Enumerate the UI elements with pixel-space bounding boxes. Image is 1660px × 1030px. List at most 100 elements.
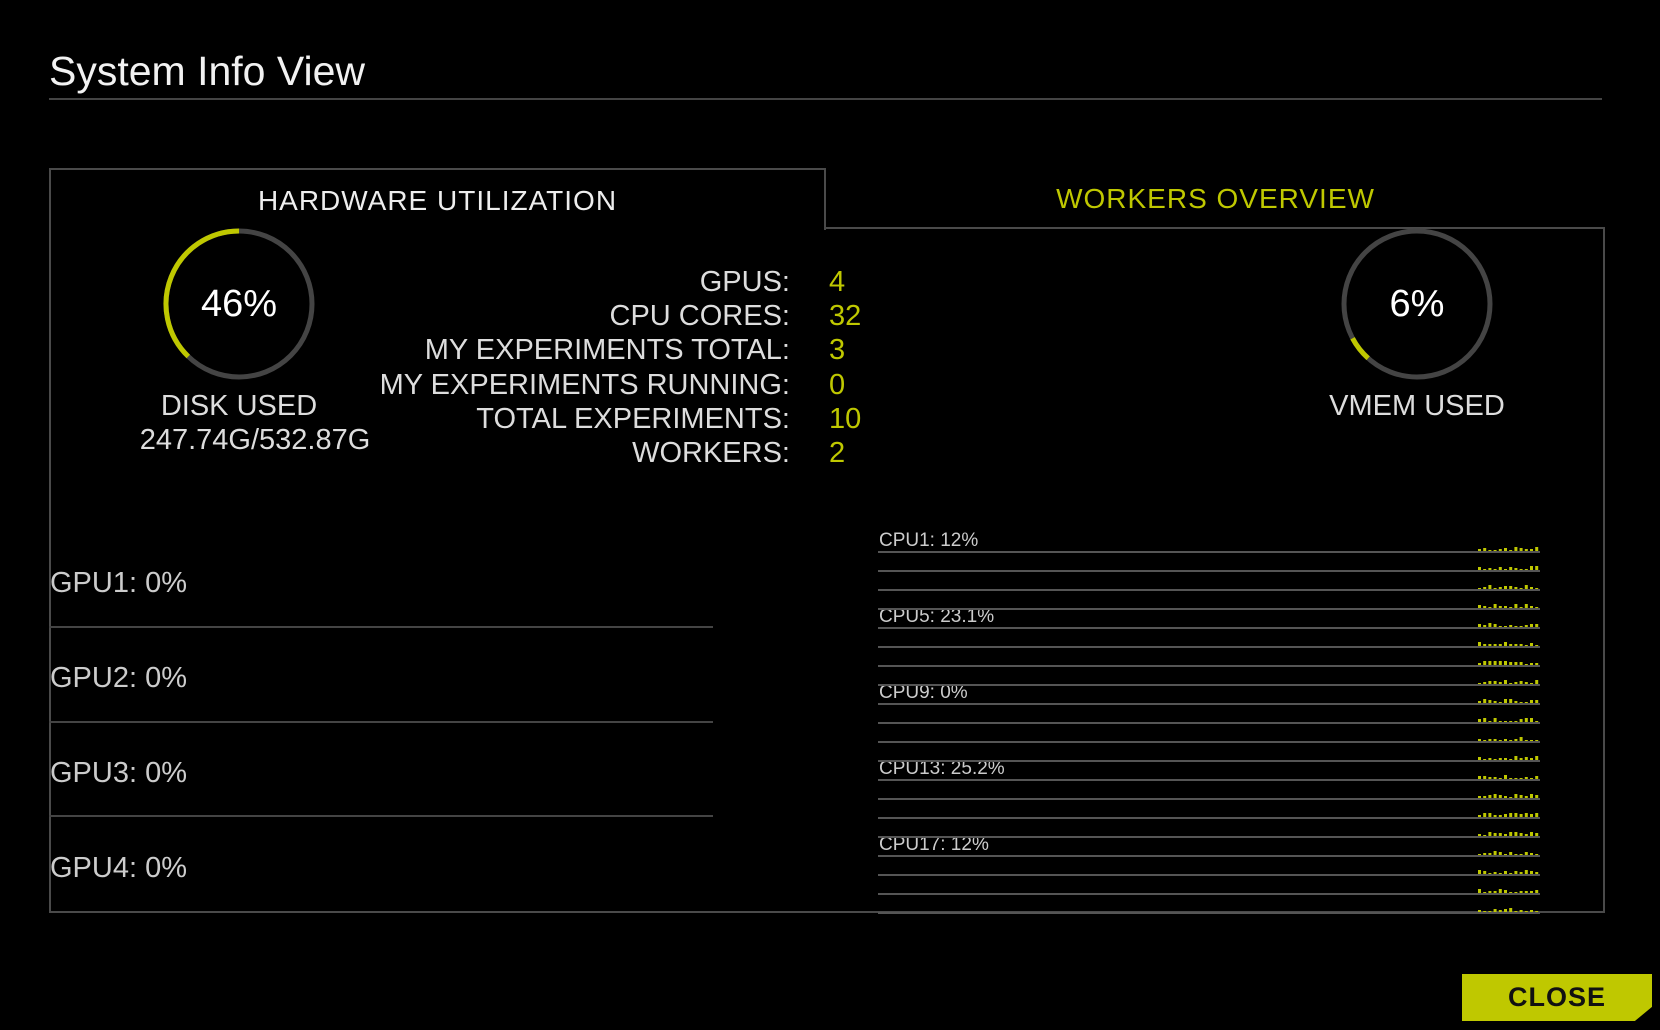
sparkline-bar (1478, 834, 1481, 836)
sparkline-bar (1514, 547, 1518, 551)
sparkline-bar (1535, 663, 1539, 665)
sparkline-bar (1535, 890, 1539, 893)
cpu-sparkline (1478, 680, 1539, 684)
cpu-sparkline (1478, 699, 1539, 703)
sparkline-bar (1483, 759, 1487, 760)
sparkline-bar (1519, 607, 1523, 608)
sparkline-bar (1524, 682, 1528, 684)
sparkline-bar (1483, 587, 1487, 589)
cpu-sparkline (1478, 870, 1539, 874)
gpu-label: GPU4: 0% (50, 852, 187, 884)
vmem-gauge-track (1341, 228, 1493, 380)
sparkline-bar (1493, 701, 1497, 703)
sparkline-bar (1535, 756, 1539, 760)
sparkline-bar (1509, 662, 1513, 665)
gpu-divider (49, 626, 713, 628)
sparkline-bar (1530, 683, 1533, 684)
sparkline-bar (1509, 699, 1513, 703)
sparkline-bar (1519, 626, 1523, 627)
stat-label-gpus: GPUS: (699, 266, 790, 298)
sparkline-bar (1488, 585, 1492, 589)
close-button[interactable]: CLOSE (1462, 974, 1652, 1021)
sparkline-bar (1498, 661, 1502, 665)
sparkline-bar (1493, 569, 1497, 570)
stat-label-total-experiments: TOTAL EXPERIMENTS: (476, 403, 790, 435)
sparkline-bar (1509, 721, 1513, 722)
sparkline-bar (1519, 891, 1523, 893)
cpu-sparkline (1478, 623, 1539, 627)
sparkline-bar (1509, 873, 1513, 874)
sparkline-bar (1535, 795, 1539, 798)
sparkline-bar (1483, 548, 1487, 551)
tab-workers-overview[interactable]: WORKERS OVERVIEW (826, 168, 1605, 229)
cpu-row-divider (878, 855, 1540, 857)
sparkline-bar (1498, 587, 1502, 589)
sparkline-bar (1488, 644, 1492, 646)
cpu-label: CPU9: 0% (879, 682, 968, 703)
sparkline-bar (1504, 548, 1507, 551)
sparkline-bar (1478, 889, 1481, 893)
sparkline-bar (1535, 680, 1539, 684)
tab-hardware-utilization[interactable]: HARDWARE UTILIZATION (49, 168, 826, 230)
sparkline-bar (1530, 566, 1533, 570)
sparkline-bar (1478, 757, 1481, 760)
sparkline-bar (1504, 721, 1507, 722)
sparkline-bar (1519, 644, 1523, 646)
cpu-label: CPU17: 12% (879, 834, 989, 855)
sparkline-bar (1488, 813, 1492, 817)
sparkline-bar (1530, 910, 1533, 912)
sparkline-bar (1530, 814, 1533, 817)
stat-label-cpu-cores: CPU CORES: (609, 300, 790, 332)
sparkline-bar (1478, 719, 1481, 722)
sparkline-bar (1493, 718, 1497, 722)
sparkline-bar (1488, 758, 1492, 760)
sparkline-bar (1509, 813, 1513, 817)
sparkline-bar (1514, 701, 1518, 703)
sparkline-bar (1524, 891, 1528, 893)
sparkline-bar (1478, 796, 1481, 798)
vmem-gauge (1341, 228, 1493, 380)
sparkline-bar (1530, 758, 1533, 760)
sparkline-bar (1478, 739, 1481, 741)
cpu-sparkline (1478, 832, 1539, 836)
sparkline-bar (1535, 624, 1539, 627)
sparkline-bar (1535, 566, 1539, 570)
sparkline-bar (1519, 910, 1523, 912)
sparkline-bar (1504, 699, 1507, 703)
sparkline-bar (1524, 740, 1528, 741)
cpu-sparkline (1478, 642, 1539, 646)
sparkline-bar (1483, 796, 1487, 798)
sparkline-bar (1504, 890, 1507, 893)
sparkline-bar (1478, 567, 1481, 570)
sparkline-bar (1488, 721, 1492, 722)
sparkline-bar (1514, 644, 1518, 646)
sparkline-bar (1493, 550, 1497, 551)
sparkline-bar (1530, 549, 1533, 551)
sparkline-bar (1478, 663, 1481, 665)
sparkline-bar (1535, 813, 1539, 817)
sparkline-bar (1498, 778, 1502, 779)
sparkline-bar (1483, 606, 1487, 608)
sparkline-bar (1514, 721, 1518, 722)
sparkline-bar (1530, 624, 1533, 627)
sparkline-bar (1478, 854, 1481, 855)
cpu-row-divider (878, 646, 1540, 648)
sparkline-bar (1530, 587, 1533, 589)
sparkline-bar (1509, 778, 1513, 779)
sparkline-bar (1530, 832, 1533, 836)
cpu-row-divider (878, 551, 1540, 553)
sparkline-bar (1483, 776, 1487, 779)
sparkline-bar (1530, 871, 1533, 874)
sparkline-bar (1530, 853, 1533, 855)
sparkline-bar (1514, 626, 1518, 627)
sparkline-bar (1519, 719, 1523, 722)
sparkline-bar (1504, 626, 1507, 627)
cpu-sparkline (1478, 889, 1539, 893)
sparkline-bar (1519, 588, 1523, 589)
sparkline-bar (1478, 588, 1481, 589)
sparkline-bar (1483, 682, 1487, 684)
sparkline-bar (1488, 832, 1492, 836)
sparkline-bar (1498, 702, 1502, 703)
sparkline-bar (1493, 588, 1497, 589)
cpu-row-divider (878, 665, 1540, 667)
